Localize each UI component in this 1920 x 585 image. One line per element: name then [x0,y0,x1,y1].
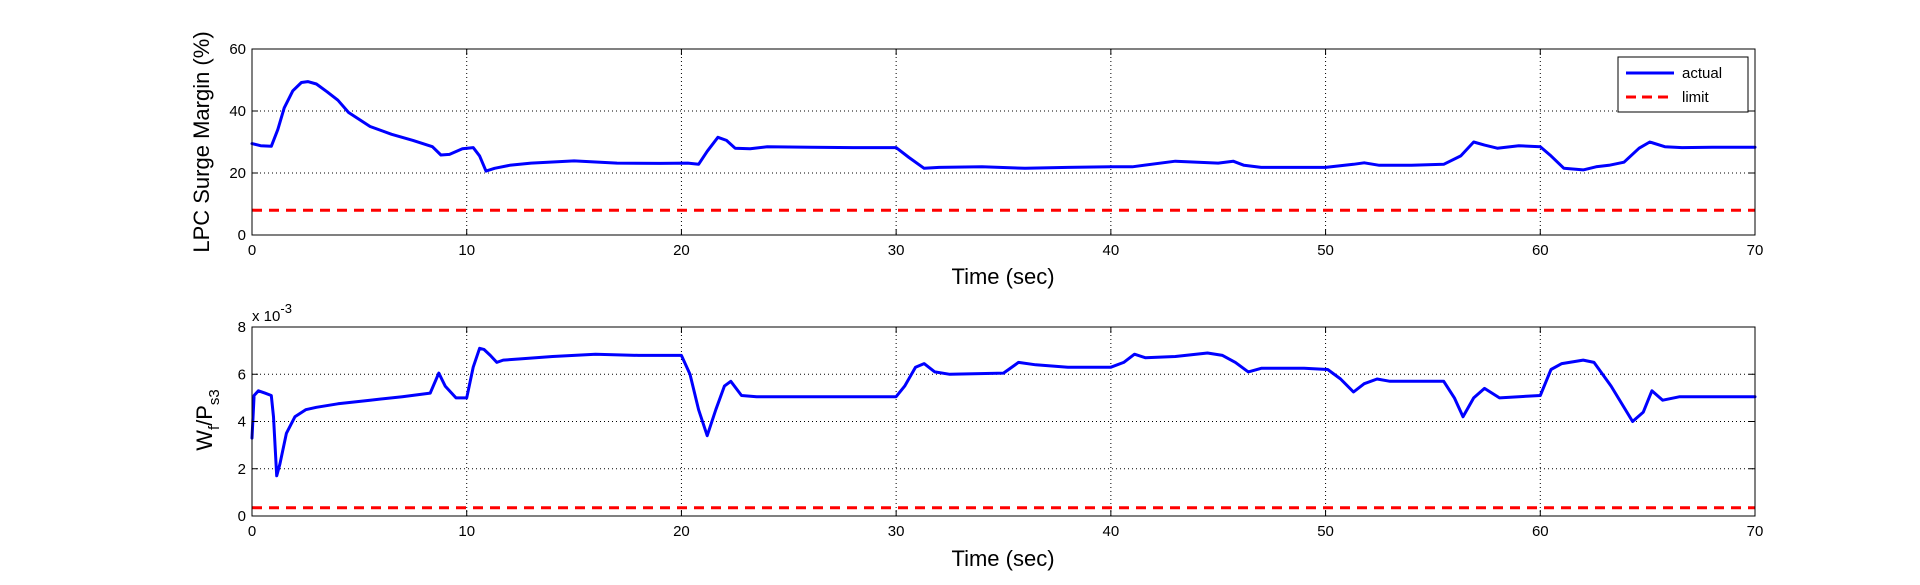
x-axis-label: Time (sec) [951,264,1054,289]
legend: actual limit [1617,56,1749,113]
exponent-label: x 10-3 [252,301,292,325]
x-tick-label: 50 [1317,242,1334,259]
plot-frame [251,48,1756,236]
plot-area [252,49,1755,235]
y-axis-label: LPC Surge Margin (%) [189,31,214,252]
x-tick-label: 10 [458,523,475,540]
x-tick-label: 30 [888,242,905,259]
x-tick-label: 60 [1532,523,1549,540]
legend-label-actual: actual [1682,65,1722,82]
x-tick-labels: 0 10 20 30 40 50 60 70 [248,523,1764,540]
x-tick-label: 0 [248,523,256,540]
tick-marks [251,48,1756,236]
tick-marks [251,326,1756,517]
series-line-actual [250,80,1757,173]
x-tick-label: 10 [458,242,475,259]
x-tick-label: 60 [1532,242,1549,259]
x-tick-label: 30 [888,523,905,540]
legend-box [1617,56,1749,113]
x-tick-labels: 0 10 20 30 40 50 60 70 [248,242,1764,259]
y-tick-label: 60 [229,41,246,58]
series-group [250,80,1757,212]
x-tick-label: 20 [673,523,690,540]
x-tick-label: 50 [1317,523,1334,540]
grid [252,327,1755,516]
x-axis-label: Time (sec) [951,546,1054,571]
grid [252,49,1755,235]
y-tick-label: 40 [229,103,246,120]
x-tick-label: 40 [1103,242,1120,259]
y-axis-label: Wf/Ps3 [192,389,223,451]
y-tick-label: 20 [229,165,246,182]
legend-label-limit: limit [1682,89,1709,106]
y-tick-label: 8 [238,319,246,336]
series-group [250,346,1757,510]
x-tick-label: 20 [673,242,690,259]
x-tick-label: 0 [248,242,256,259]
y-tick-label: 6 [238,366,246,383]
y-tick-label: 0 [238,508,246,525]
series-line-series-1 [250,346,1757,478]
x-tick-label: 70 [1747,242,1764,259]
y-tick-labels: 0 2 4 6 8 [238,319,246,525]
x-tick-label: 40 [1103,523,1120,540]
y-tick-label: 4 [238,414,246,431]
y-tick-label: 0 [238,227,246,244]
x-tick-label: 70 [1747,523,1764,540]
surge-margin-chart: 0 10 20 30 40 50 60 70 0 20 40 60 Time (sec) LPC S… [189,31,1763,289]
y-tick-labels: 0 20 40 60 [229,41,246,244]
y-tick-label: 2 [238,461,246,478]
